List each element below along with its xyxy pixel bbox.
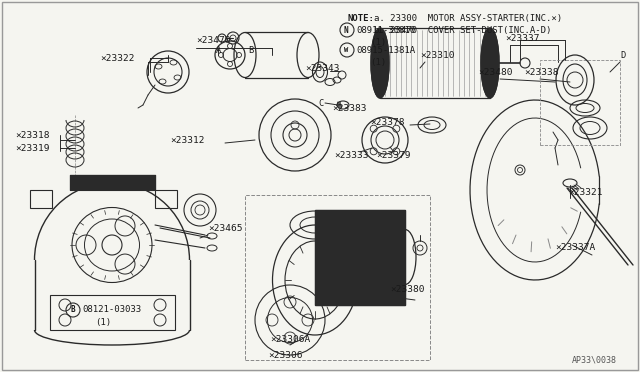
Text: ×23480: ×23480	[478, 67, 513, 77]
Text: B: B	[70, 305, 75, 314]
Text: ×23337: ×23337	[505, 33, 540, 42]
Text: C: C	[318, 99, 323, 108]
Text: ×23321: ×23321	[568, 187, 602, 196]
Bar	[315, 210, 405, 305]
Text: ×23306A: ×23306A	[270, 336, 310, 344]
Bar	[155, 190, 177, 208]
Bar	[30, 190, 52, 208]
Text: (1): (1)	[370, 38, 386, 46]
Text: ×23318: ×23318	[15, 131, 49, 140]
Text: N: N	[344, 26, 349, 35]
Bar	[50, 295, 175, 330]
Text: ×23343: ×23343	[305, 64, 339, 73]
Text: ×23337A: ×23337A	[555, 244, 595, 253]
Text: ×23333: ×23333	[334, 151, 369, 160]
Text: ×23383: ×23383	[332, 103, 367, 112]
Text: ×23378: ×23378	[370, 118, 404, 126]
Text: 08121-03033: 08121-03033	[82, 305, 141, 314]
Text: W: W	[344, 47, 348, 53]
Text: ×23319: ×23319	[15, 144, 49, 153]
Text: ×23380: ×23380	[390, 285, 424, 295]
Text: D: D	[620, 51, 625, 60]
Text: ×23322: ×23322	[100, 54, 134, 62]
Text: a. 23300  MOTOR ASSY-STARTER(INC.×): a. 23300 MOTOR ASSY-STARTER(INC.×)	[374, 13, 562, 22]
Bar	[70, 175, 155, 190]
Text: (1): (1)	[370, 58, 386, 67]
Text: ×23310: ×23310	[420, 51, 454, 60]
Text: ×23465: ×23465	[208, 224, 243, 232]
Text: AP33\0038: AP33\0038	[572, 356, 617, 365]
Text: 08911-30810: 08911-30810	[356, 26, 415, 35]
Bar	[245, 195, 430, 360]
Bar	[315, 210, 405, 305]
Text: (1): (1)	[95, 318, 111, 327]
Text: ×23306: ×23306	[268, 350, 303, 359]
Text: ×23379: ×23379	[376, 151, 410, 160]
Text: NOTE:: NOTE:	[348, 13, 375, 22]
Text: b. 23470  COVER SET-DUST(INC.A-D): b. 23470 COVER SET-DUST(INC.A-D)	[374, 26, 552, 35]
Text: ×23470: ×23470	[196, 35, 230, 45]
Text: 08915-1381A: 08915-1381A	[356, 45, 415, 55]
Bar	[540, 60, 620, 145]
Bar	[380, 28, 490, 98]
Text: ×23312: ×23312	[170, 135, 205, 144]
Text: B: B	[248, 45, 253, 55]
Ellipse shape	[371, 28, 389, 98]
Ellipse shape	[481, 28, 499, 98]
Text: A: A	[216, 45, 221, 55]
Text: ×23338: ×23338	[524, 67, 559, 77]
